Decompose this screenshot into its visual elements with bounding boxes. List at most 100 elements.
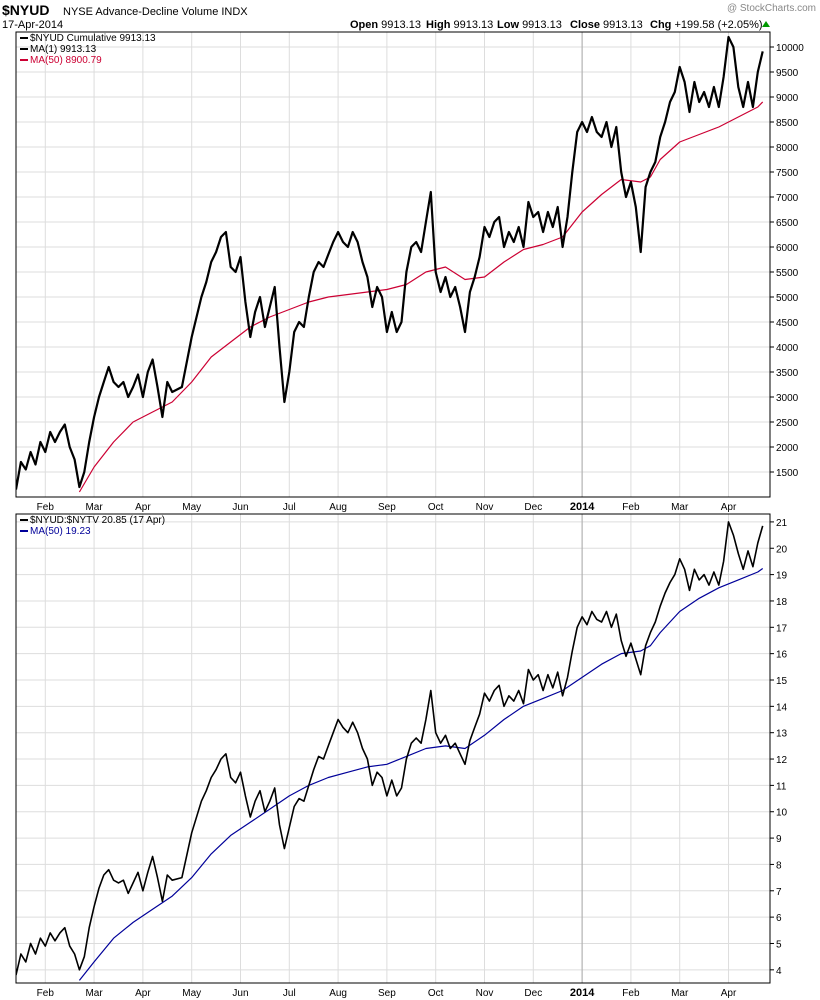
legend-entry: $NYUD Cumulative 9913.13 <box>30 33 156 44</box>
x-tick-label: Mar <box>671 502 689 513</box>
y-tick-label: 9 <box>776 834 782 845</box>
y-tick-label: 16 <box>776 650 788 661</box>
x-tick-label: May <box>182 988 201 999</box>
symbol-label: $NYUD <box>2 2 49 18</box>
y-tick-label: 5500 <box>776 268 799 279</box>
ohlc-value: 9913.13 <box>603 19 643 31</box>
ohlc-summary: Open 9913.13 High 9913.13 Low 9913.13 Close… <box>350 19 763 31</box>
y-tick-label: 2000 <box>776 443 799 454</box>
x-tick-label: Apr <box>721 502 737 513</box>
x-tick-label: Dec <box>524 502 542 513</box>
x-tick-label: Jun <box>232 502 248 513</box>
legend-entry: MA(50) 19.23 <box>30 526 91 537</box>
y-tick-label: 8 <box>776 860 782 871</box>
x-tick-label: 2014 <box>570 501 595 513</box>
ohlc-low: Low 9913.13 <box>497 19 562 31</box>
x-tick-label: Oct <box>428 988 444 999</box>
ohlc-value: 9913.13 <box>381 19 421 31</box>
ohlc-label: Open <box>350 19 381 31</box>
y-tick-label: 18 <box>776 597 788 608</box>
ohlc-close: Close 9913.13 <box>570 19 643 31</box>
x-tick-label: Feb <box>622 988 640 999</box>
y-tick-label: 21 <box>776 518 788 529</box>
ohlc-label: Low <box>497 19 522 31</box>
y-tick-label: 10 <box>776 808 788 819</box>
y-tick-label: 8500 <box>776 118 799 129</box>
y-tick-label: 9000 <box>776 93 799 104</box>
ohlc-label: High <box>426 19 454 31</box>
y-tick-label: 17 <box>776 623 788 634</box>
grid-lines <box>16 514 770 983</box>
y-tick-label: 20 <box>776 544 788 555</box>
legend-entry: $NYUD:$NYTV 20.85 (17 Apr) <box>30 515 165 526</box>
ohlc-value: 9913.13 <box>454 19 494 31</box>
legend-entry: MA(1) 9913.13 <box>30 44 97 55</box>
watermark: @ StockCharts.com <box>727 3 816 14</box>
grid-lines <box>16 32 770 497</box>
y-tick-label: 6 <box>776 913 782 924</box>
x-tick-label: Feb <box>37 988 55 999</box>
ohlc-high: High 9913.13 <box>426 19 493 31</box>
y-tick-label: 4500 <box>776 318 799 329</box>
x-tick-label: Dec <box>524 988 542 999</box>
change-up-icon <box>762 21 770 27</box>
x-tick-label: Jul <box>283 502 296 513</box>
index-name: NYSE Advance-Decline Volume INDX <box>63 6 248 18</box>
x-tick-label: Jun <box>232 988 248 999</box>
cumulative-panel: 1500 2000 2500 3000 3500 4000 4500 5000 5500 6000… <box>15 31 804 513</box>
x-tick-label: Nov <box>476 988 494 999</box>
ohlc-value: 9913.13 <box>522 19 562 31</box>
x-tick-label: Jul <box>283 988 296 999</box>
x-tick-label: Mar <box>85 502 103 513</box>
x-tick-label: Sep <box>378 988 396 999</box>
x-tick-label: Mar <box>671 988 689 999</box>
x-tick-label: May <box>182 502 201 513</box>
series-line-ma-50- <box>78 568 764 981</box>
plot-frame <box>15 513 771 984</box>
ohlc-open: Open 9913.13 <box>350 19 421 31</box>
y-tick-label: 15 <box>776 676 788 687</box>
y-tick-label: 3000 <box>776 393 799 404</box>
y-tick-label: 19 <box>776 571 788 582</box>
x-tick-label: 2014 <box>570 987 595 999</box>
y-tick-label: 4000 <box>776 343 799 354</box>
y-tick-label: 13 <box>776 729 788 740</box>
x-tick-label: Aug <box>329 502 347 513</box>
ohlc-value: +199.58 (+2.05%) <box>674 19 762 31</box>
x-tick-label: Feb <box>622 502 640 513</box>
y-tick-label: 6000 <box>776 243 799 254</box>
y-tick-label: 2500 <box>776 418 799 429</box>
series-line--nyud-nytv <box>16 521 764 976</box>
x-tick-label: Mar <box>85 988 103 999</box>
y-tick-label: 3500 <box>776 368 799 379</box>
y-tick-label: 12 <box>776 755 788 766</box>
y-tick-label: 9500 <box>776 68 799 79</box>
x-tick-label: Oct <box>428 502 444 513</box>
x-tick-label: Apr <box>135 502 151 513</box>
y-tick-label: 14 <box>776 702 788 713</box>
ohlc-label: Chg <box>650 19 674 31</box>
y-tick-label: 10000 <box>776 43 804 54</box>
plot-frame <box>15 31 771 498</box>
y-tick-label: 11 <box>776 781 787 792</box>
x-tick-label: Sep <box>378 502 396 513</box>
ohlc-chg: Chg +199.58 (+2.05%) <box>650 19 763 31</box>
ohlc-label: Close <box>570 19 603 31</box>
y-tick-label: 7500 <box>776 168 799 179</box>
ratio-panel: 4 5 6 7 8 9 10 11 12 13 14 15 16 17 18 19 20 21 Feb Mar Apr M… <box>15 513 788 999</box>
chart-date: 17-Apr-2014 <box>2 19 63 31</box>
x-tick-label: Apr <box>721 988 737 999</box>
series-line--nyud-cumulative <box>16 35 764 490</box>
y-tick-label: 1500 <box>776 468 799 479</box>
y-tick-label: 5 <box>776 939 782 950</box>
y-tick-label: 5000 <box>776 293 799 304</box>
legend-entry: MA(50) 8900.79 <box>30 55 102 66</box>
y-tick-label: 6500 <box>776 218 799 229</box>
x-tick-label: Apr <box>135 988 151 999</box>
y-tick-label: 7 <box>776 887 782 898</box>
y-tick-label: 4 <box>776 966 782 977</box>
x-tick-label: Aug <box>329 988 347 999</box>
x-tick-label: Nov <box>476 502 494 513</box>
y-tick-label: 8000 <box>776 143 799 154</box>
